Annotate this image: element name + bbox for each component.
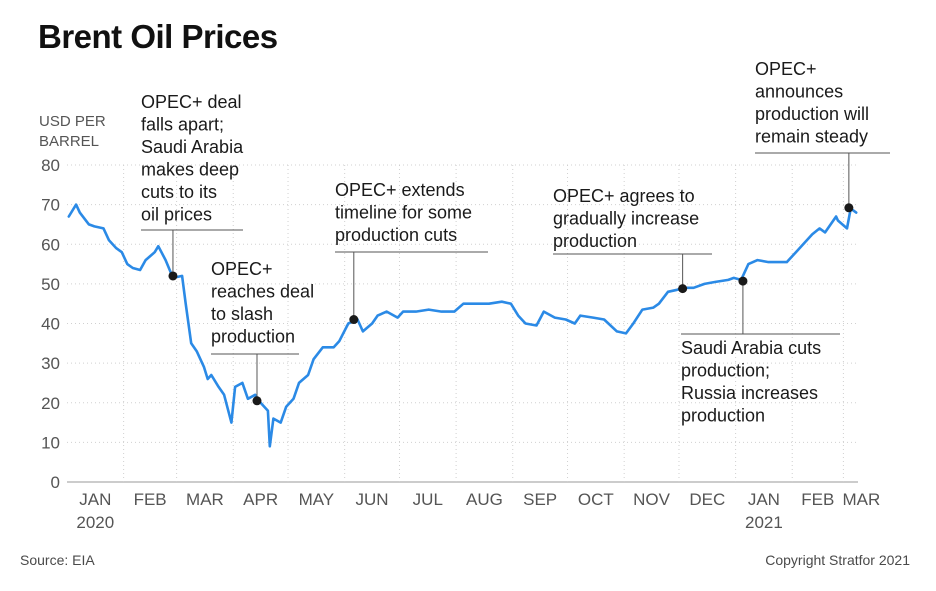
annotation: OPEC+ deal falls apart;Saudi Arabia makes … <box>141 92 244 281</box>
annotation-text: OPEC+ deal <box>141 92 242 112</box>
annotation: Saudi Arabia cuts production;Russia incre… <box>681 276 840 426</box>
series-line <box>67 203 858 448</box>
x-tick-label: DEC <box>689 490 725 509</box>
x-tick-label: NOV <box>633 490 671 509</box>
x-tick-label: JUL <box>413 490 443 509</box>
y-tick-label: 30 <box>41 354 60 373</box>
annotation-marker <box>844 203 854 213</box>
annotation-text: OPEC+ agrees to <box>553 186 695 206</box>
annotation-text: OPEC+ extends <box>335 180 465 200</box>
annotation-text: Saudi Arabia <box>141 137 244 157</box>
x-tick-label: SEP <box>523 490 557 509</box>
annotation-text: production <box>681 406 765 426</box>
annotation-text: gradually increase <box>553 209 699 229</box>
annotation-marker <box>738 276 748 286</box>
annotation-text: Saudi Arabia cuts <box>681 338 821 358</box>
page-title: Brent Oil Prices <box>38 18 278 55</box>
annotation-text: reaches deal <box>211 282 314 302</box>
y-tick-label: 70 <box>41 196 60 215</box>
annotation: OPEC+ agrees to gradually increaseproduct… <box>553 186 712 294</box>
x-tick-year-label: 2021 <box>745 513 783 532</box>
annotation-marker <box>252 396 262 406</box>
grid-lines <box>67 164 858 483</box>
y-tick-label: 40 <box>41 315 60 334</box>
y-axis: 0 10 20 30 40 50 60 70 80 USD PER BARREL <box>39 113 106 492</box>
x-tick-label: JAN <box>748 490 780 509</box>
annotations: OPEC+ deal falls apart;Saudi Arabia makes … <box>141 59 890 426</box>
x-tick-label: FEB <box>801 490 834 509</box>
x-tick-year-label: 2020 <box>76 513 114 532</box>
source-note: Source: EIA <box>20 552 95 568</box>
annotation-text: to slash <box>211 304 273 324</box>
series-group <box>67 203 858 448</box>
annotation-marker <box>349 315 359 325</box>
annotation-text: oil prices <box>141 205 212 225</box>
x-tick-label: MAR <box>842 490 880 509</box>
x-tick-label: OCT <box>578 490 614 509</box>
annotation-marker <box>678 284 688 294</box>
annotation-text: production; <box>681 361 770 381</box>
y-tick-label: 20 <box>41 394 60 413</box>
annotation-text: Russia increases <box>681 383 818 403</box>
annotation-text: production will <box>755 104 869 124</box>
annotation-text: falls apart; <box>141 115 224 135</box>
y-tick-label: 80 <box>41 156 60 175</box>
annotation-text: makes deep <box>141 160 239 180</box>
y-tick-label: 50 <box>41 275 60 294</box>
copyright-note: Copyright Stratfor 2021 <box>765 552 910 568</box>
annotation-text: OPEC+ <box>755 59 817 79</box>
x-tick-label: MAY <box>299 490 335 509</box>
x-tick-label: MAR <box>186 490 224 509</box>
y-tick-label: 60 <box>41 235 60 254</box>
x-tick-label: JUN <box>356 490 389 509</box>
annotation-text: timeline for some <box>335 203 472 223</box>
annotation-text: remain steady <box>755 127 868 147</box>
x-tick-label: FEB <box>134 490 167 509</box>
annotation-text: production cuts <box>335 225 457 245</box>
annotation-text: production <box>211 327 295 347</box>
annotation-text: OPEC+ <box>211 259 273 279</box>
y-axis-label: BARREL <box>39 133 99 150</box>
annotation-text: announces <box>755 82 843 102</box>
x-tick-label: JAN <box>79 490 111 509</box>
annotation-text: cuts to its <box>141 182 217 202</box>
y-axis-label: USD PER <box>39 113 106 130</box>
annotation-marker <box>168 271 178 281</box>
annotation-text: production <box>553 231 637 251</box>
y-tick-label: 10 <box>41 433 60 452</box>
x-tick-label: AUG <box>466 490 503 509</box>
y-tick-label: 0 <box>51 473 60 492</box>
x-tick-label: APR <box>243 490 278 509</box>
annotation: OPEC+ extends timeline for someproduction… <box>335 180 488 325</box>
x-axis: JAN 2020 FEB MAR APR MAY JUN JUL AUG SEP OCT NOV DEC… <box>76 490 880 532</box>
